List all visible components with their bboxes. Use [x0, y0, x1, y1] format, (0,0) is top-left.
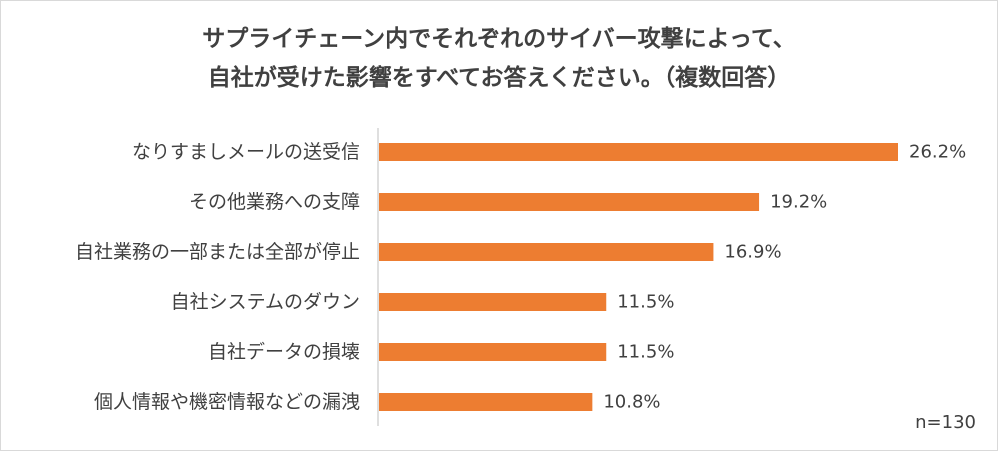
bar: [379, 393, 593, 411]
sample-size-note: n=130: [915, 412, 976, 433]
data-label: 10.8%: [603, 392, 660, 413]
chart-title: サプライチェーン内でそれぞれのサイバー攻撃によって、 自社が受けた影響をすべてお…: [0, 20, 998, 98]
category-label: 自社業務の一部または全部が停止: [75, 241, 360, 263]
data-label: 16.9%: [724, 242, 781, 263]
data-label: 11.5%: [617, 292, 674, 313]
data-label: 11.5%: [617, 342, 674, 363]
bar: [379, 343, 607, 361]
chart-title-line-2: 自社が受けた影響をすべてお答えください。（複数回答）: [207, 65, 791, 91]
bar: [379, 293, 607, 311]
bar: [379, 143, 898, 161]
category-label: 個人情報や機密情報などの漏洩: [94, 391, 360, 413]
bar: [379, 243, 714, 261]
bar: [379, 193, 760, 211]
chart-title-line-1: サプライチェーン内でそれぞれのサイバー攻撃によって、: [202, 26, 796, 52]
data-label: 19.2%: [770, 192, 827, 213]
category-label: 自社システムのダウン: [171, 291, 360, 313]
data-label: 26.2%: [909, 142, 966, 163]
category-label: なりすましメールの送受信: [132, 141, 360, 163]
category-label: 自社データの損壊: [208, 341, 360, 363]
category-label: その他業務への支障: [189, 191, 360, 213]
